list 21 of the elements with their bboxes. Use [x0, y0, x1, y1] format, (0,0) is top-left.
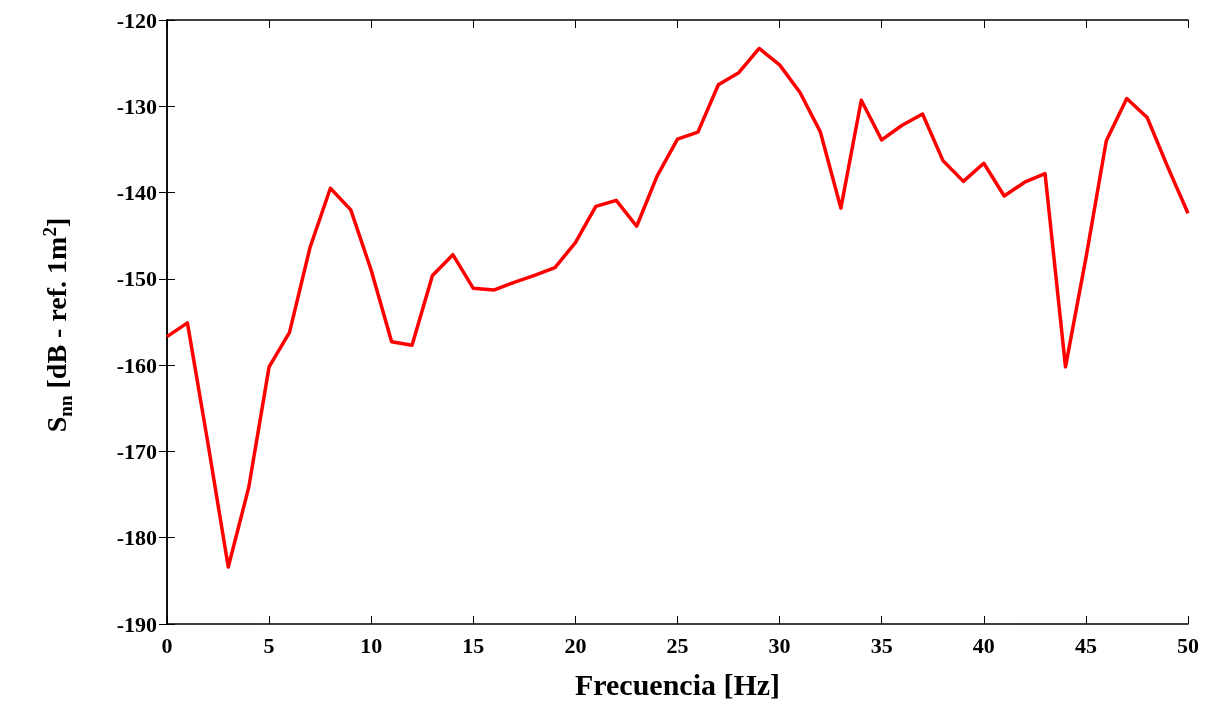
y-tick-label: -170	[116, 438, 157, 464]
x-tick-label: 10	[360, 632, 383, 658]
line-series	[165, 46, 1190, 569]
y-tick-label: -190	[116, 611, 157, 637]
y-tick-label: -150	[116, 266, 157, 292]
x-tick-label: 15	[462, 632, 485, 658]
x-tick-label: 25	[666, 632, 689, 658]
x-tick-label: 40	[972, 632, 995, 658]
x-tick-label: 30	[768, 632, 791, 658]
x-tick-label: 20	[564, 632, 587, 658]
x-tick-label: 0	[161, 632, 173, 658]
y-tick-label: -130	[116, 93, 157, 119]
x-tick-label: 45	[1074, 632, 1097, 658]
x-tick-label: 5	[263, 632, 275, 658]
y-tick-label: -180	[116, 525, 157, 551]
x-tick-label: 50	[1177, 632, 1199, 658]
x-tick-label: 35	[870, 632, 893, 658]
x-axis-title: Frecuencia [Hz]	[574, 667, 781, 701]
y-tick-label: -160	[116, 352, 157, 378]
y-tick-label: -120	[116, 7, 157, 33]
y-tick-label: -140	[116, 180, 157, 206]
